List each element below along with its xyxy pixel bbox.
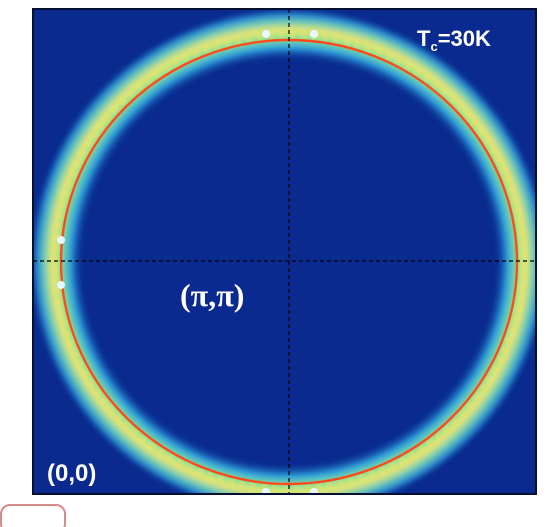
intensity-ring-texture <box>50 31 528 493</box>
fermi-marker <box>310 30 318 38</box>
intensity-ring <box>33 9 536 494</box>
corner-tab <box>0 504 66 527</box>
plot-border <box>32 8 537 495</box>
fermi-marker <box>310 488 318 494</box>
fermi-marker <box>262 30 270 38</box>
temperature-label: Tc=30K <box>417 26 491 54</box>
fermi-marker <box>262 488 270 494</box>
fermi-marker <box>57 236 65 244</box>
center-label: (π,π) <box>180 277 244 313</box>
origin-label: (0,0) <box>47 460 96 487</box>
fermi-marker <box>57 281 65 289</box>
